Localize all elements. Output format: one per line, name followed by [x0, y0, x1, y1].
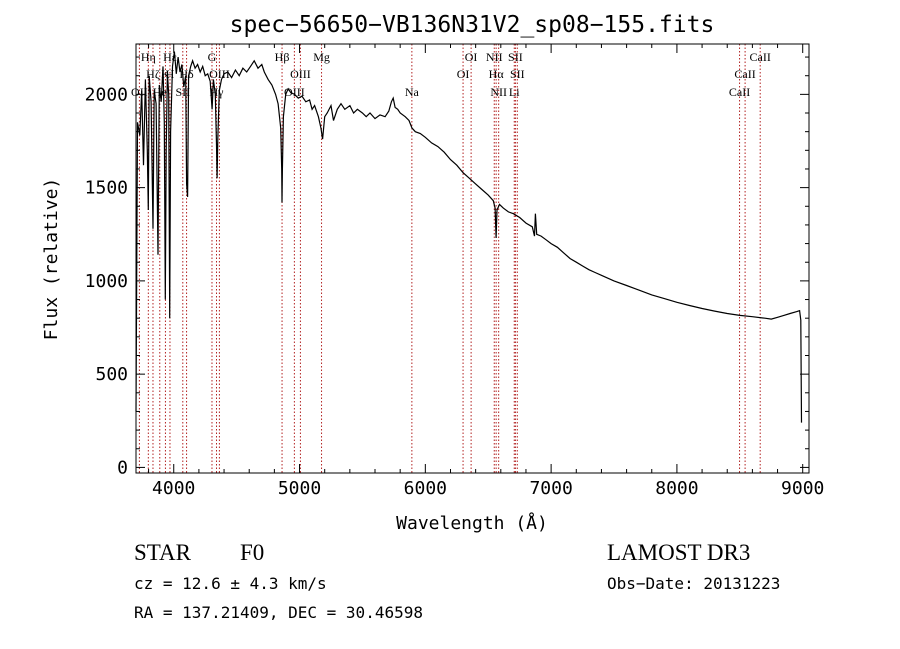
line-label: OIII: [284, 85, 305, 99]
line-label: Hζ: [146, 67, 160, 81]
line-label: H: [166, 67, 175, 81]
x-tick-label: 8000: [655, 478, 698, 499]
emission-line-labels: OIIHηHζHeKHεHSIIHδGHγOIIIHβOIIIOIIIMgNaO…: [131, 50, 771, 99]
y-tick-label: 2000: [85, 84, 128, 105]
line-label: OIII: [290, 67, 311, 81]
line-label: K: [161, 67, 170, 81]
redshift-readout: cz = 12.6 ± 4.3 km/s: [134, 574, 327, 593]
x-axis-label: Wavelength (Å): [396, 512, 548, 534]
coordinates-readout: RA = 137.21409, DEC = 30.46598: [134, 603, 423, 622]
y-axis-label: Flux (relative): [41, 178, 62, 341]
y-tick-label: 0: [117, 457, 128, 478]
line-label: Hδ: [179, 67, 194, 81]
x-axis: 4000 5000 6000 7000 8000 9000: [148, 44, 824, 499]
object-subclass: F0: [240, 540, 265, 565]
line-label: NII: [490, 85, 507, 99]
y-tick-label: 1000: [85, 271, 128, 292]
line-label: OII: [131, 85, 148, 99]
line-label: OIII: [209, 67, 230, 81]
line-label: OI: [457, 67, 470, 81]
y-axis: 0 500 1000 1500 2000: [85, 56, 809, 478]
x-tick-label: 5000: [278, 478, 321, 499]
x-tick-label: 9000: [781, 478, 824, 499]
line-label: Hη: [141, 50, 156, 64]
line-label: OI: [465, 50, 478, 64]
survey-name: LAMOST DR3: [607, 540, 751, 565]
line-label: Na: [405, 85, 420, 99]
chart-title: spec−56650−VB136N31V2_sp08−155.fits: [230, 12, 715, 38]
line-label: SII: [508, 50, 523, 64]
x-tick-label: 7000: [529, 478, 572, 499]
line-label: G: [208, 50, 217, 64]
line-label: CaII: [734, 67, 755, 81]
plot-frame: [135, 43, 810, 474]
y-tick-label: 500: [95, 364, 128, 385]
line-label: Hβ: [275, 50, 290, 64]
line-label: NII: [486, 50, 503, 64]
object-class: STAR: [134, 540, 191, 565]
emission-line-markers: [138, 44, 761, 473]
x-tick-label: 4000: [152, 478, 195, 499]
line-label: Hα: [489, 67, 505, 81]
line-label: CaII: [750, 50, 771, 64]
x-tick-label: 6000: [404, 478, 447, 499]
line-label: Mg: [313, 50, 330, 64]
line-label: SII: [510, 67, 525, 81]
line-label: Li: [509, 85, 520, 99]
spectrum-line: [135, 51, 803, 423]
line-label: CaII: [729, 85, 750, 99]
y-tick-label: 1500: [85, 178, 128, 199]
observation-date: Obs−Date: 20131223: [607, 574, 781, 593]
